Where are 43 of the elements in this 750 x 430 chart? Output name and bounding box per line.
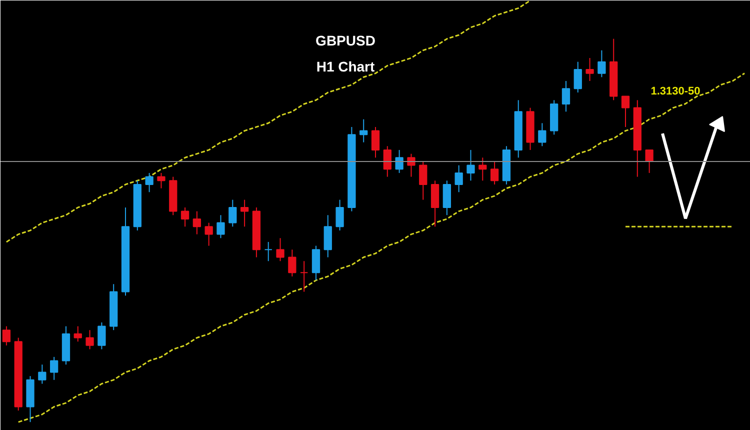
- candlestick: [407, 153, 416, 178]
- candlestick: [645, 149, 654, 174]
- candlestick: [324, 214, 332, 258]
- candlestick: [574, 61, 582, 93]
- candlestick: [383, 146, 392, 178]
- candlestick: [336, 199, 344, 231]
- candlestick: [395, 149, 404, 174]
- candlestick: [98, 322, 106, 350]
- candlestick: [228, 199, 237, 228]
- candlestick: [621, 96, 630, 128]
- candlestick: [466, 149, 475, 182]
- candlestick: [204, 222, 213, 246]
- candlestick: [74, 326, 82, 342]
- chart-title: GBPUSD: [316, 32, 376, 48]
- candlestick: [490, 160, 499, 185]
- candlestick: [442, 180, 451, 216]
- annotation: 1.3130-50: [650, 86, 700, 98]
- candlestick: [371, 126, 380, 158]
- candlestick: [598, 50, 606, 78]
- candlestick: [157, 172, 166, 189]
- candlestick: [312, 245, 320, 281]
- candlestick: [288, 249, 296, 277]
- candlestick: [300, 260, 308, 292]
- candlestick: [2, 326, 11, 346]
- candlestick: [360, 118, 368, 143]
- candlestick: [86, 330, 94, 350]
- candlestick: [180, 206, 190, 228]
- candlestick: [216, 214, 225, 239]
- candlestick: [240, 199, 249, 228]
- candlestick: [264, 241, 272, 262]
- candlestick: [38, 364, 46, 384]
- candlestick: [419, 160, 428, 200]
- candlestick: [145, 172, 154, 193]
- candlestick: [538, 122, 546, 147]
- candlestick: [454, 164, 463, 193]
- text: H1 Chart: [316, 58, 376, 74]
- candlestick: [430, 180, 440, 228]
- candlestick: [192, 210, 201, 235]
- candlestick: [478, 157, 487, 182]
- candlestick: [586, 57, 594, 82]
- candlestick: [276, 238, 284, 262]
- candlestick: [562, 80, 570, 112]
- candlestick: [50, 356, 58, 380]
